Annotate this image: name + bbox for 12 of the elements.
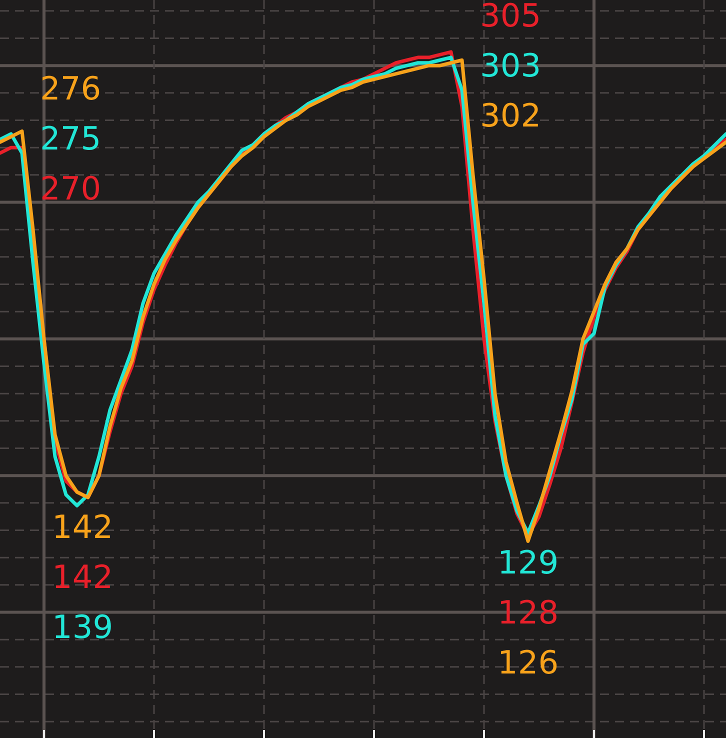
data-label: 302 <box>480 96 542 134</box>
data-label: 276 <box>40 70 102 108</box>
data-label: 270 <box>40 170 102 208</box>
data-label: 139 <box>52 608 114 646</box>
data-label: 129 <box>497 544 559 582</box>
data-label: 142 <box>52 508 114 546</box>
data-label: 142 <box>52 558 114 596</box>
data-label: 303 <box>480 46 542 84</box>
data-label: 305 <box>480 0 542 34</box>
data-label: 128 <box>497 594 559 632</box>
data-label: 126 <box>497 644 559 682</box>
data-label: 275 <box>40 120 102 158</box>
